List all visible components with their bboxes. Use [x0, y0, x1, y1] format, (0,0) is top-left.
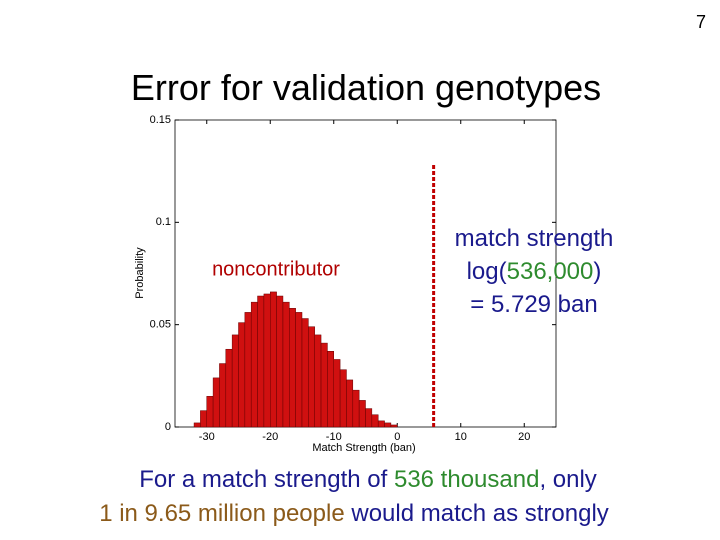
y-tick-label: 0.05 [150, 319, 171, 331]
caption-part: would match as strongly [344, 500, 609, 527]
bar [289, 308, 296, 428]
x-axis-label: Match Strength (ban) [312, 442, 415, 454]
bar [206, 396, 214, 428]
bar [282, 301, 290, 428]
caption-part: For a match strength of [139, 466, 394, 493]
bar [225, 348, 233, 428]
x-tick-label: 20 [518, 431, 530, 443]
caption-line: 1 in 9.65 million people would match as … [0, 500, 720, 528]
bar [276, 295, 284, 428]
bar [270, 291, 277, 428]
caption-line: For a match strength of 536 thousand, on… [0, 466, 720, 494]
bar [327, 351, 334, 428]
bar [212, 377, 220, 428]
bar [377, 420, 385, 428]
bar [352, 389, 360, 428]
bar [257, 295, 265, 428]
bar [238, 322, 246, 428]
y-tick-label: 0.15 [150, 114, 171, 126]
bar [295, 312, 303, 428]
slide-title: Error for validation genotypes [131, 67, 601, 108]
bar [390, 424, 398, 428]
x-tick-label: -30 [199, 431, 215, 443]
bar [250, 301, 258, 428]
bar [358, 400, 366, 428]
callout-line: match strength [455, 225, 614, 252]
bar [333, 359, 341, 428]
callout: match strength log(536,000) = 5.729 ban [455, 225, 614, 318]
x-tick-label: -10 [326, 431, 342, 443]
callout-part: 536,000 [507, 258, 594, 285]
caption-part: 536 thousand [393, 466, 540, 493]
callout-part: log( [467, 258, 507, 285]
y-axis-label: Probability [134, 247, 146, 299]
bar [193, 422, 201, 428]
bar [314, 334, 322, 428]
bar [320, 342, 328, 428]
bar [346, 379, 354, 428]
x-tick-label: 0 [394, 431, 400, 443]
bar [219, 363, 227, 428]
bar [308, 326, 315, 428]
x-tick-label: -20 [262, 431, 278, 443]
caption-part: , only [539, 466, 597, 493]
bar [231, 334, 239, 428]
callout-line: = 5.729 ban [470, 291, 597, 318]
y-tick-label: 0 [165, 421, 171, 433]
bar [244, 312, 252, 428]
bar [365, 408, 373, 428]
callout-line: log(536,000) [467, 258, 602, 285]
bar [200, 410, 207, 428]
page-number: 7 [696, 12, 706, 32]
series-label: noncontributor [212, 258, 340, 280]
y-tick-label: 0.1 [156, 216, 171, 228]
bar [371, 414, 379, 428]
bar [339, 369, 347, 428]
bar [263, 293, 271, 428]
bar [301, 318, 309, 428]
callout-part: ) [593, 258, 601, 285]
x-tick-label: 10 [455, 431, 467, 443]
caption-part: 1 in 9.65 million people [99, 500, 345, 527]
bar [384, 422, 392, 428]
